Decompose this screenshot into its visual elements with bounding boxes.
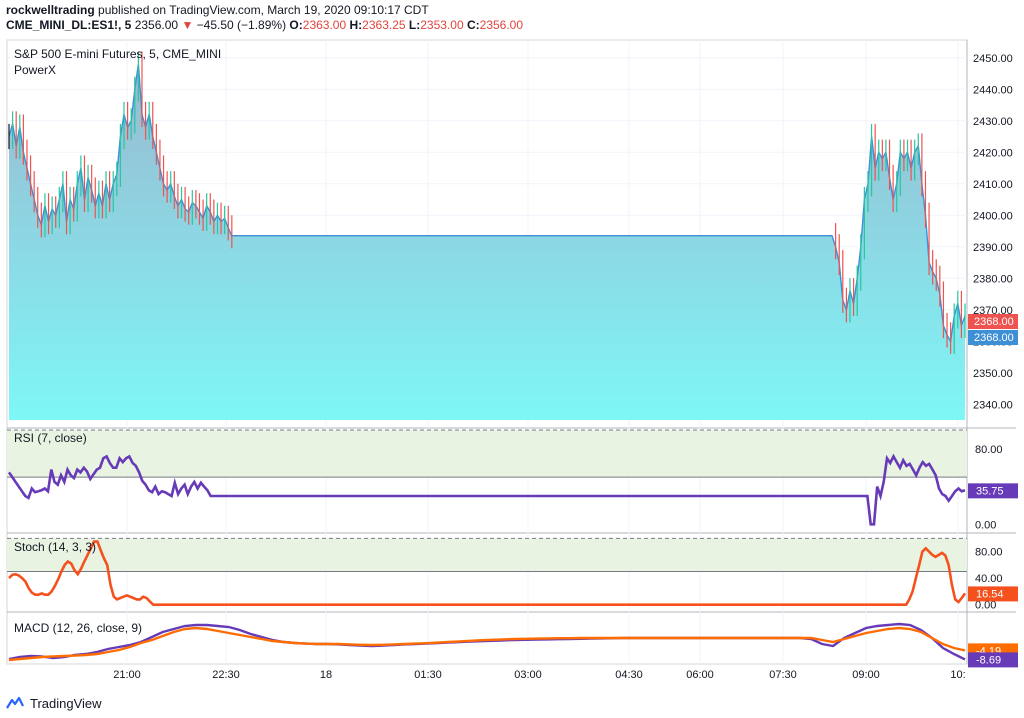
oscillator-line: [8, 540, 967, 606]
x-tick-label: 03:00: [514, 669, 542, 681]
indicator-title: PowerX: [14, 63, 56, 77]
band-fill: [7, 430, 967, 478]
x-tick-label: 21:00: [113, 669, 141, 681]
y-tick-label: 2410.00: [973, 179, 1013, 191]
y-tick-label: 40.00: [975, 573, 1003, 585]
y-tick-label: 80.00: [975, 547, 1003, 559]
price-area: [8, 64, 966, 420]
x-tick-label: 07:30: [769, 669, 797, 681]
high-label: H:: [349, 18, 363, 32]
y-tick-label: 2430.00: [973, 116, 1013, 128]
last-price: 2356.00: [134, 18, 179, 32]
x-tick-label: 09:00: [852, 669, 880, 681]
y-tick-label: 2380.00: [973, 273, 1013, 285]
symbol-label: CME_MINI_DL:ES1!, 5: [6, 18, 132, 32]
x-tick-label: 18: [320, 669, 332, 681]
y-tick-label: 2440.00: [973, 84, 1013, 96]
y-tick-label: 0.00: [975, 519, 996, 531]
y-tick-label: 2340.00: [973, 399, 1013, 411]
close-label: C:: [466, 18, 480, 32]
y-tick-label: 0.00: [975, 600, 996, 612]
x-tick-label: 10:: [950, 669, 965, 681]
y-tick-label: 80.00: [975, 444, 1003, 456]
price-label: 2368.00: [974, 332, 1014, 344]
down-arrow-icon: ▼: [181, 18, 194, 32]
price-line: [8, 64, 966, 344]
macd-value-bg: [968, 652, 1018, 668]
macd-title: MACD (12, 26, close, 9): [14, 621, 142, 635]
price-label: 2368.00: [974, 316, 1014, 328]
low-value: 2353.00: [420, 18, 464, 32]
low-label: L:: [408, 18, 421, 32]
x-tick-label: 22:30: [212, 669, 240, 681]
price-area-fill: [9, 64, 965, 420]
price-axis: 2450.00 2440.00 2430.00 2420.00 2410.00 2400.…: [968, 53, 1018, 668]
last-value-bg: [968, 586, 1018, 602]
open-value: 2363.00: [302, 18, 347, 32]
x-tick-label: 06:00: [686, 669, 714, 681]
tradingview-brand: TradingView: [30, 695, 102, 711]
author-name[interactable]: rockwelltrading: [6, 3, 95, 17]
last-value-label: 35.75: [976, 485, 1004, 497]
last-value-label: 16.54: [976, 588, 1004, 600]
last-value-bg: [968, 483, 1018, 499]
macd-value-label: -8.69: [976, 654, 1001, 666]
y-tick-label: 2350.00: [973, 368, 1013, 380]
x-tick-label: 01:30: [414, 669, 442, 681]
macd-line: [8, 622, 966, 661]
oscillator-line: [7, 453, 966, 526]
rsi-title: RSI (7, close): [14, 431, 87, 445]
y-tick-label: 2450.00: [973, 53, 1013, 65]
tradingview-footer[interactable]: TradingView: [6, 694, 102, 712]
signal-line: [8, 626, 966, 662]
published-text: published on TradingView.com, March 19, …: [98, 3, 429, 17]
y-tick-label: 2420.00: [973, 147, 1013, 159]
price-label-bg: [968, 314, 1018, 329]
price-label-bg: [968, 330, 1018, 345]
y-tick-label: 2400.00: [973, 210, 1013, 222]
close-value: 2356.00: [479, 18, 524, 32]
chart-header: rockwelltrading published on TradingView…: [6, 3, 1016, 33]
chart-title: S&P 500 E-mini Futures, 5, CME_MINI: [14, 47, 221, 61]
high-value: 2363.25: [362, 18, 406, 32]
price-bars: [8, 51, 966, 354]
y-tick-label: 2370.00: [973, 305, 1013, 317]
y-tick-label: 2390.00: [973, 242, 1013, 254]
band-fill: [7, 538, 967, 572]
stoch-pane: [7, 537, 967, 606]
tradingview-logo-icon: [6, 696, 24, 709]
stoch-title: Stoch (14, 3, 3): [14, 540, 96, 554]
time-axis: 21:00 22:30 18 01:30 03:00 04:30 06:00 07:30 09:…: [113, 669, 965, 681]
x-tick-label: 04:30: [615, 669, 643, 681]
open-label: O:: [289, 18, 303, 32]
change-value: −45.50 (−1.89%): [196, 18, 287, 32]
macd-pane: [8, 622, 966, 662]
rsi-pane: [7, 429, 967, 526]
